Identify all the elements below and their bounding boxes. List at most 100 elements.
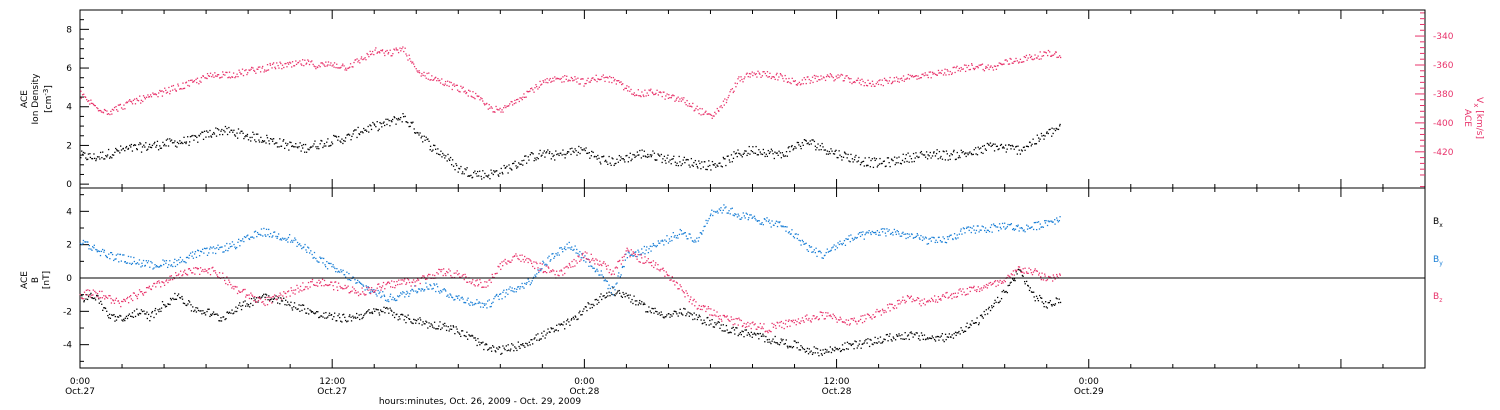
data-point [464,168,466,170]
data-point [982,317,984,319]
data-point [718,110,720,112]
data-point [333,62,336,64]
data-point [112,109,115,111]
data-point [665,240,667,242]
data-point [144,98,146,100]
data-point [257,133,259,135]
data-point [811,353,814,356]
data-point [1009,145,1012,147]
data-point [783,80,785,82]
data-point [832,313,834,315]
data-point [799,322,801,325]
data-point [800,244,802,246]
data-point [427,327,429,329]
data-point [780,157,783,159]
data-point [980,151,983,154]
data-point [639,261,641,263]
data-point [955,158,957,160]
data-point [391,310,393,312]
data-point [528,341,530,343]
data-point [954,331,957,333]
data-point [458,167,460,170]
data-point [573,318,575,320]
data-point [370,287,373,289]
data-point [902,75,905,77]
data-point [949,70,951,73]
data-point [954,237,957,239]
data-point [351,286,354,288]
data-point [889,233,892,235]
data-point [526,90,528,93]
data-point [295,60,297,62]
data-point [808,143,810,146]
data-point [733,151,735,153]
data-point [770,342,772,345]
data-point [854,236,856,239]
data-point [196,267,198,269]
data-point [186,304,188,307]
data-point [386,281,389,284]
data-point [412,281,414,284]
data-point [652,150,654,152]
data-point [1000,297,1003,300]
data-point [763,335,765,337]
data-point [827,75,830,77]
data-point [861,234,863,236]
data-point [796,347,798,349]
data-point [804,78,807,81]
data-point [268,140,270,142]
data-point [357,291,359,293]
data-point [205,130,208,132]
data-point [625,292,627,295]
data-point [781,326,783,329]
data-point [1034,221,1037,224]
data-point [862,343,864,345]
data-point [118,104,121,106]
data-point [419,132,421,134]
data-point [1051,305,1053,307]
data-point [798,239,800,241]
data-point [434,77,436,79]
data-point [500,111,502,113]
data-point [251,294,253,296]
data-point [995,301,997,303]
data-point [669,240,671,242]
data-point [296,245,298,248]
data-point [269,137,272,140]
data-point [750,331,753,334]
data-point [880,228,883,230]
data-point [825,351,827,353]
data-point [275,295,277,297]
data-point [108,317,110,319]
data-point [603,77,605,79]
data-point [291,145,294,147]
data-point [148,96,151,98]
data-point [982,226,985,228]
data-point [169,90,172,92]
data-point [327,284,329,287]
data-point [146,149,148,151]
data-point [879,336,882,338]
data-point [437,153,440,155]
data-point [608,291,610,293]
data-point [470,301,472,303]
data-point [608,284,610,286]
data-point [496,170,498,172]
data-point [627,161,629,163]
data-point [767,331,769,334]
data-point [222,272,224,274]
data-point [587,152,589,154]
data-point [769,222,771,224]
data-point [1019,227,1021,229]
data-point [779,152,782,154]
data-point [427,138,429,140]
data-point [771,76,773,78]
data-point [396,118,398,120]
data-point [178,273,180,275]
data-point [91,297,94,299]
data-point [802,348,804,350]
data-point [712,326,714,328]
data-point [191,272,193,274]
data-point [781,226,783,228]
